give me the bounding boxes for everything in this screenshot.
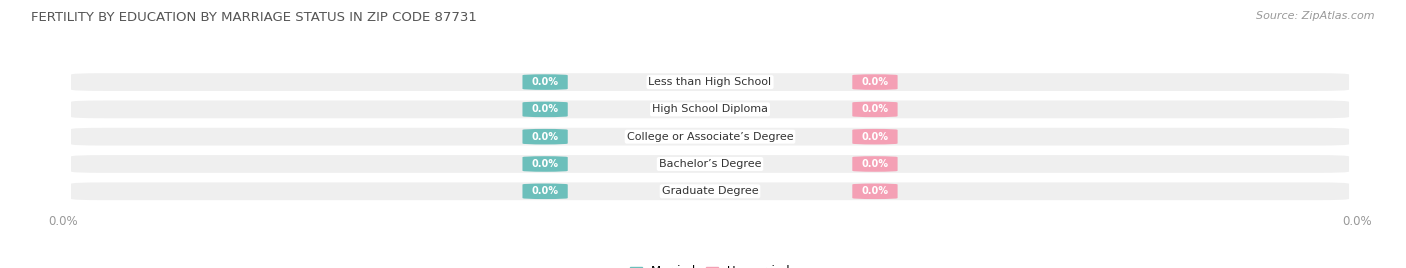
Legend: Married, Unmarried: Married, Unmarried xyxy=(630,265,790,268)
FancyBboxPatch shape xyxy=(72,73,1348,91)
FancyBboxPatch shape xyxy=(72,100,1348,118)
Text: 0.0%: 0.0% xyxy=(531,77,558,87)
FancyBboxPatch shape xyxy=(852,129,897,144)
Text: 0.0%: 0.0% xyxy=(862,159,889,169)
Text: 0.0%: 0.0% xyxy=(531,104,558,114)
Text: Graduate Degree: Graduate Degree xyxy=(662,186,758,196)
FancyBboxPatch shape xyxy=(852,74,897,90)
Text: 0.0%: 0.0% xyxy=(531,186,558,196)
Text: 0.0%: 0.0% xyxy=(531,159,558,169)
FancyBboxPatch shape xyxy=(852,102,897,117)
FancyBboxPatch shape xyxy=(523,129,568,144)
FancyBboxPatch shape xyxy=(523,184,568,199)
FancyBboxPatch shape xyxy=(72,183,1348,200)
FancyBboxPatch shape xyxy=(523,74,568,90)
Text: College or Associate’s Degree: College or Associate’s Degree xyxy=(627,132,793,142)
FancyBboxPatch shape xyxy=(852,156,897,172)
FancyBboxPatch shape xyxy=(72,128,1348,146)
Text: FERTILITY BY EDUCATION BY MARRIAGE STATUS IN ZIP CODE 87731: FERTILITY BY EDUCATION BY MARRIAGE STATU… xyxy=(31,11,477,24)
FancyBboxPatch shape xyxy=(852,184,897,199)
Text: 0.0%: 0.0% xyxy=(862,186,889,196)
Text: 0.0%: 0.0% xyxy=(862,132,889,142)
FancyBboxPatch shape xyxy=(523,156,568,172)
Text: Source: ZipAtlas.com: Source: ZipAtlas.com xyxy=(1257,11,1375,21)
Text: 0.0%: 0.0% xyxy=(862,77,889,87)
Text: 0.0%: 0.0% xyxy=(862,104,889,114)
Text: High School Diploma: High School Diploma xyxy=(652,104,768,114)
Text: Bachelor’s Degree: Bachelor’s Degree xyxy=(659,159,761,169)
Text: 0.0%: 0.0% xyxy=(531,132,558,142)
Text: Less than High School: Less than High School xyxy=(648,77,772,87)
FancyBboxPatch shape xyxy=(523,102,568,117)
FancyBboxPatch shape xyxy=(72,155,1348,173)
